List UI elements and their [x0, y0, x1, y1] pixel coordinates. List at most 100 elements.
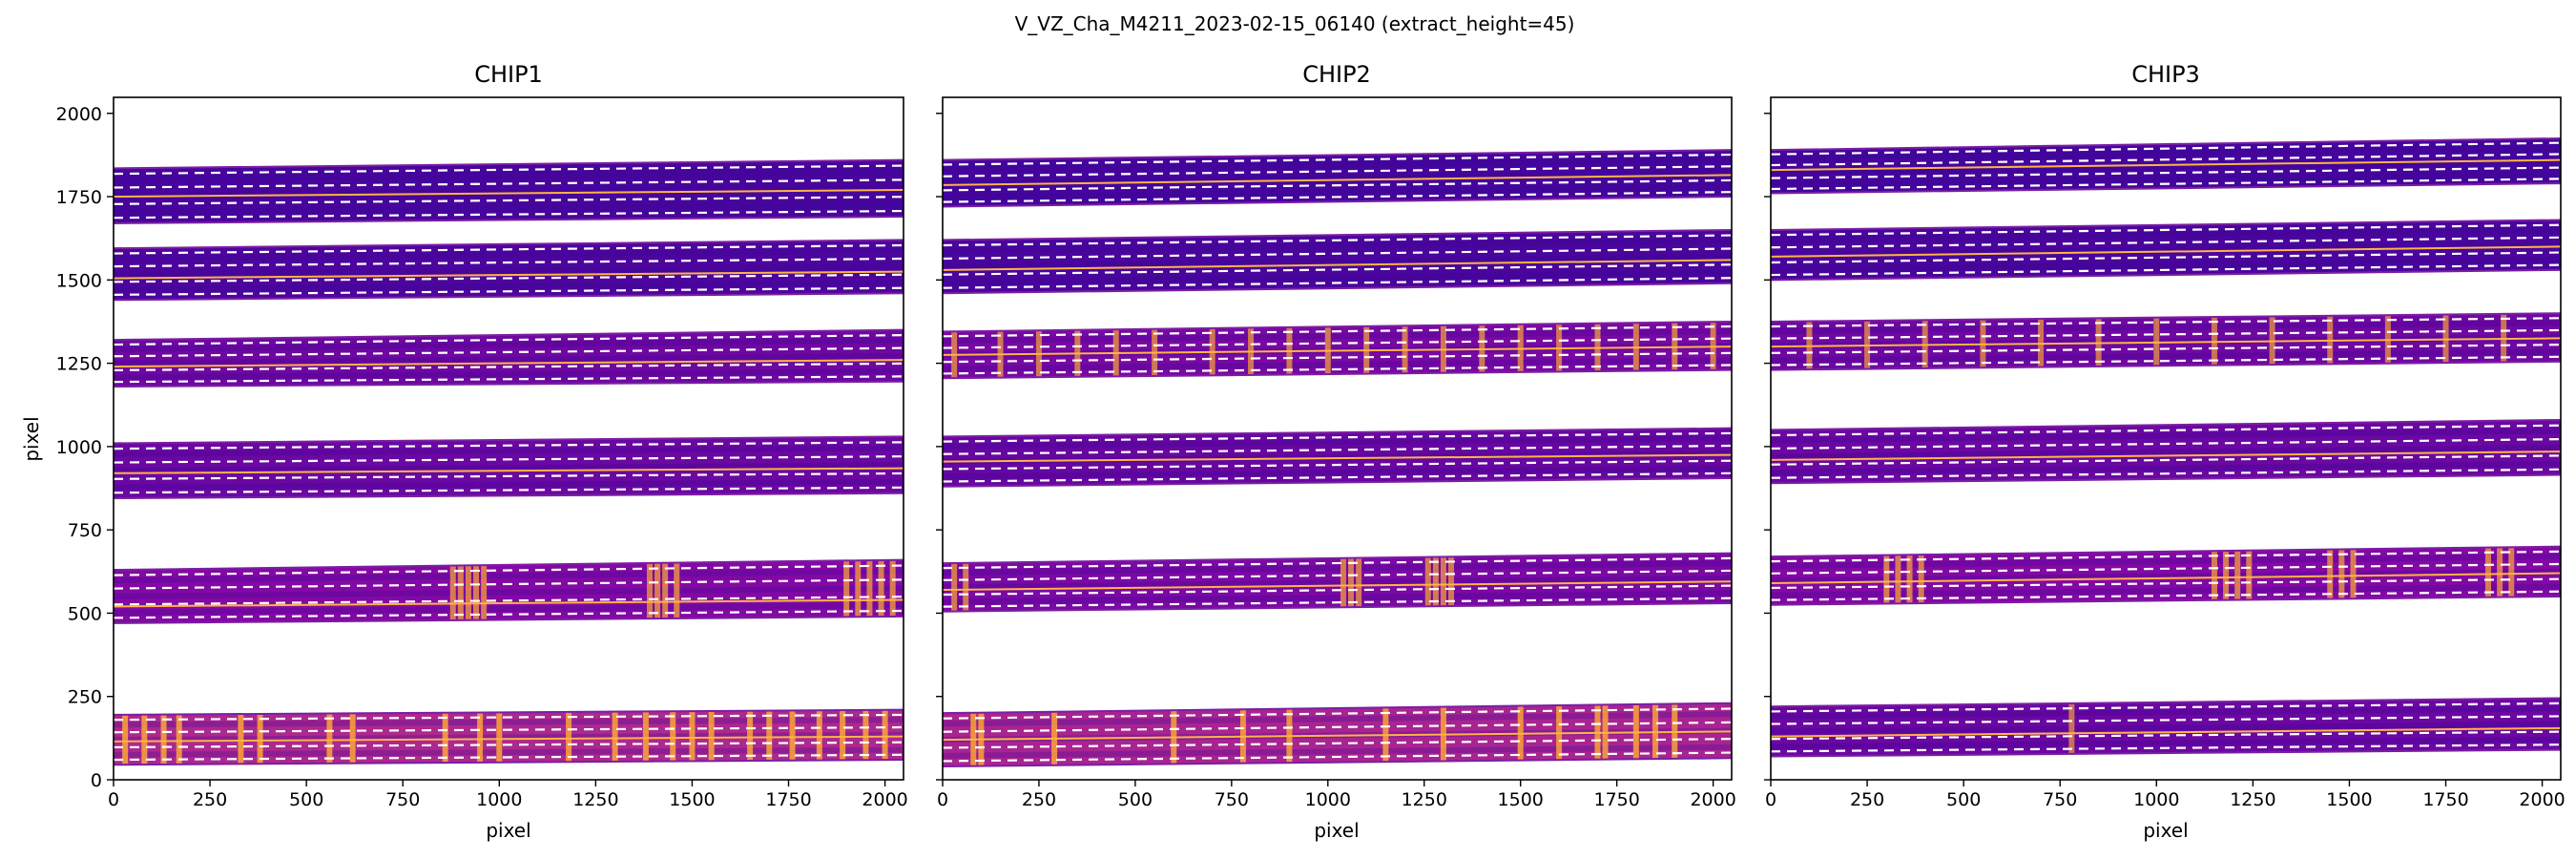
order-stripe — [114, 445, 904, 457]
spectral-order — [1771, 219, 2561, 282]
extraction-boundary — [114, 455, 904, 464]
trace-center — [943, 174, 1732, 186]
spectral-line — [122, 714, 129, 765]
order-stripe — [1771, 568, 2561, 584]
x-tick-label: 0 — [1765, 789, 1776, 810]
x-tick-label: 1750 — [1593, 789, 1639, 810]
extraction-boundary — [1771, 263, 2561, 277]
spectral-order — [943, 320, 1732, 380]
extraction-boundary — [114, 257, 904, 268]
order-upper-edge — [114, 708, 904, 716]
spectral-line — [843, 560, 850, 618]
extraction-boundary — [943, 325, 1732, 338]
chip3-panel: CHIP3 pixel 0 250 500 750 1000 1250 1500 1750 20… — [1764, 61, 2566, 842]
chip3-plot-area — [1771, 136, 2561, 758]
extraction-boundary — [114, 164, 904, 176]
extraction-boundary — [114, 375, 904, 384]
order-stripe — [1771, 257, 2561, 273]
extraction-boundary — [1771, 355, 2561, 367]
order-lower-edge — [114, 380, 904, 388]
extraction-boundary — [943, 364, 1732, 375]
chip1-ylabel: pixel — [20, 416, 43, 461]
trace-center — [114, 270, 904, 280]
axes-frame — [113, 96, 904, 781]
extraction-boundary — [1771, 577, 2561, 590]
extraction-boundary — [114, 609, 904, 619]
x-tick-label: 2000 — [2519, 789, 2565, 810]
y-tick-label: 0 — [91, 770, 102, 791]
spectral-order — [114, 558, 904, 624]
spectral-line — [2327, 549, 2334, 599]
x-tick-label: 500 — [1946, 789, 1981, 810]
spectral-order — [1771, 136, 2561, 195]
extraction-boundary — [114, 713, 904, 722]
spectral-line — [1356, 557, 1362, 608]
spectral-line — [496, 712, 503, 763]
order-stripe — [1771, 348, 2561, 364]
chip2-title: CHIP2 — [1302, 61, 1371, 88]
trace-center — [943, 580, 1732, 592]
extraction-boundary — [1771, 702, 2561, 713]
spectral-order — [114, 158, 904, 224]
extraction-boundary — [114, 273, 904, 283]
extraction-boundary — [1771, 344, 2561, 354]
spectral-line — [326, 713, 333, 764]
order-stripe — [114, 478, 904, 491]
x-tick-label: 500 — [289, 789, 323, 810]
order-stripe — [1771, 157, 2561, 175]
order-stripe — [114, 462, 904, 474]
spectral-line — [963, 562, 969, 612]
extraction-boundary — [943, 234, 1732, 247]
spectral-order — [943, 552, 1732, 613]
x-tick-label: 1750 — [2422, 789, 2468, 810]
order-lower-edge — [114, 492, 904, 499]
spectral-order — [1771, 697, 2561, 758]
spectral-order — [1771, 418, 2561, 485]
order-upper-edge — [114, 158, 904, 170]
extraction-boundary — [1771, 454, 2561, 466]
order-stripe — [1771, 554, 2561, 570]
x-tick-label: 1500 — [669, 789, 715, 810]
extraction-boundary — [1771, 141, 2561, 156]
extraction-boundary — [114, 196, 904, 205]
x-tick-label: 750 — [2043, 789, 2077, 810]
trace-center — [1771, 158, 2561, 172]
spectral-line — [449, 565, 456, 620]
extraction-boundary — [114, 596, 904, 606]
extraction-boundary — [943, 597, 1732, 608]
y-tick-label: 750 — [68, 520, 102, 541]
x-tick-label: 750 — [1215, 789, 1249, 810]
order-stripe — [1771, 226, 2561, 243]
extraction-boundary — [1771, 178, 2561, 191]
order-lower-edge — [943, 282, 1732, 295]
order-stripe — [114, 247, 904, 262]
spectral-order — [943, 702, 1732, 768]
y-tick-label: 2000 — [56, 104, 102, 125]
chip3-title: CHIP3 — [2131, 61, 2200, 88]
spectral-line — [457, 565, 464, 620]
extraction-boundary — [1771, 744, 2561, 753]
spectral-line — [141, 714, 148, 765]
order-stripe — [943, 170, 1732, 187]
spectral-line — [349, 713, 356, 764]
order-upper-edge — [943, 149, 1732, 161]
spectral-line — [2484, 547, 2491, 597]
spectral-line — [1432, 556, 1439, 607]
x-tick-label: 250 — [193, 789, 227, 810]
chip2-xlabel: pixel — [1314, 819, 1359, 842]
extraction-boundary — [943, 707, 1732, 720]
spectral-line — [866, 560, 873, 618]
spectral-line — [670, 711, 676, 762]
y-tick-label: 1250 — [56, 354, 102, 375]
order-stripe — [1771, 144, 2561, 162]
order-upper-edge — [114, 239, 904, 250]
extraction-boundary — [943, 153, 1732, 166]
extraction-boundary — [1771, 590, 2561, 601]
extraction-boundary — [114, 243, 904, 255]
extraction-boundary — [1771, 468, 2561, 479]
extraction-boundary — [114, 333, 904, 346]
chip1-plot-area — [114, 158, 904, 766]
extraction-boundary — [1771, 715, 2561, 725]
x-tick-label: 1250 — [2230, 789, 2275, 810]
order-stripe — [943, 269, 1732, 286]
